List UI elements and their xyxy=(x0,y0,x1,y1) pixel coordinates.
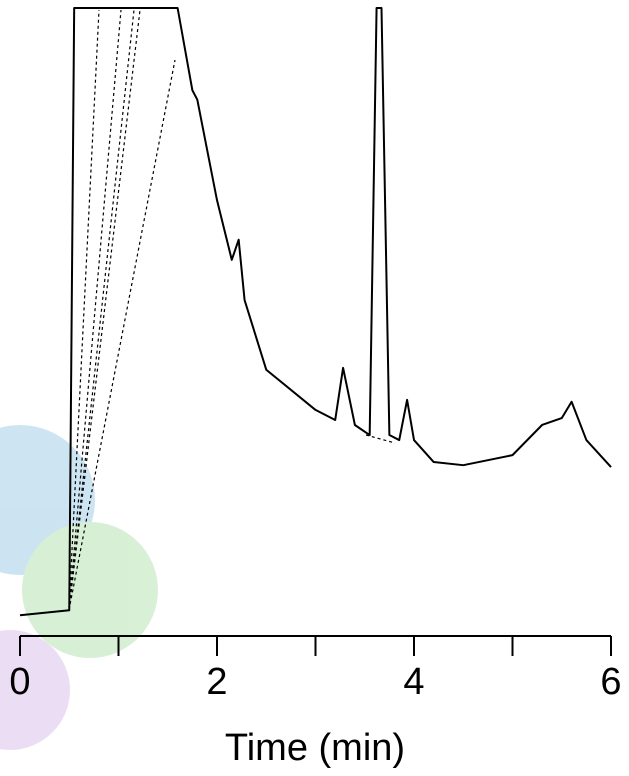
baseline-extrapolation xyxy=(68,9,396,611)
x-tick-label: 2 xyxy=(206,661,227,703)
x-tick-label: 0 xyxy=(9,661,30,703)
x-tick-label: 4 xyxy=(403,661,424,703)
x-tick-label: 6 xyxy=(600,661,621,703)
line-series xyxy=(19,7,612,617)
x-axis-title: Time (min) xyxy=(225,727,405,769)
